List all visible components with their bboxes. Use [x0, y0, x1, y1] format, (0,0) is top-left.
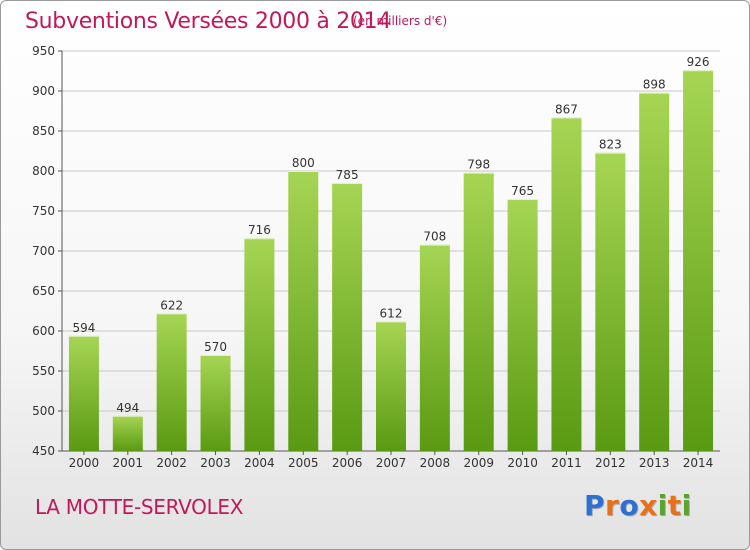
y-tick-label: 650	[32, 284, 55, 298]
bar-2014	[683, 70, 714, 451]
x-tick-label: 2011	[551, 456, 582, 470]
logo-letter: o	[619, 489, 640, 522]
data-label: 494	[116, 401, 139, 415]
commune-name: LA MOTTE-SERVOLEX	[35, 495, 244, 519]
bar-2003	[200, 355, 231, 451]
bar-2011	[551, 117, 582, 452]
chart-subtitle: (en milliers d'€)	[353, 14, 448, 28]
data-label: 708	[423, 230, 446, 244]
data-label: 716	[248, 223, 271, 237]
data-label: 798	[467, 158, 490, 172]
bar-2001	[112, 415, 143, 451]
logo-letter: i	[681, 489, 692, 522]
y-tick-label: 800	[32, 164, 55, 178]
data-label: 823	[599, 138, 622, 152]
x-tick-label: 2002	[156, 456, 187, 470]
y-tick-label: 700	[32, 244, 55, 258]
y-tick-label: 900	[32, 84, 55, 98]
x-tick-label: 2007	[376, 456, 407, 470]
x-tick-label: 2014	[683, 456, 714, 470]
bar-2006	[332, 183, 363, 451]
x-tick-label: 2005	[288, 456, 319, 470]
logo-letter: t	[667, 489, 682, 522]
x-tick-label: 2006	[332, 456, 363, 470]
bar-2002	[156, 313, 187, 451]
logo-letter: i	[657, 489, 668, 522]
x-tick-label: 2003	[200, 456, 231, 470]
labels: 450 500 550 600 650 700 750 800 850 900 950 594 2000…	[32, 44, 713, 470]
bar-2009	[463, 172, 494, 451]
x-tick-label: 2013	[639, 456, 670, 470]
y-tick-label: 850	[32, 124, 55, 138]
x-tick-label: 2008	[420, 456, 451, 470]
logo-letter: P	[584, 489, 606, 522]
y-tick-label: 550	[32, 364, 55, 378]
data-label: 898	[643, 78, 666, 92]
y-tick-label: 500	[32, 404, 55, 418]
x-tick-label: 2001	[113, 456, 144, 470]
bar-2007	[376, 321, 406, 451]
y-tick-label: 950	[32, 44, 55, 58]
proxiti-logo: Proxiti	[584, 489, 692, 522]
data-label: 765	[511, 184, 534, 198]
bar-2012	[595, 152, 626, 451]
data-label: 594	[72, 321, 95, 335]
chart-title: Subventions Versées 2000 à 2014	[25, 9, 392, 34]
logo-letter: x	[639, 489, 658, 522]
bar-2004	[244, 238, 275, 451]
bar-2000	[68, 335, 99, 451]
data-label: 570	[204, 340, 227, 354]
bar-2010	[507, 199, 538, 451]
y-tick-label: 600	[32, 324, 55, 338]
x-tick-label: 2010	[507, 456, 538, 470]
data-label: 926	[687, 55, 710, 69]
data-label: 612	[380, 306, 403, 320]
bar-2005	[288, 171, 319, 451]
x-tick-label: 2009	[463, 456, 494, 470]
data-label: 867	[555, 102, 578, 116]
bar-2013	[639, 92, 670, 451]
data-label: 622	[160, 298, 183, 312]
x-tick-label: 2012	[595, 456, 626, 470]
data-label: 785	[336, 168, 359, 182]
y-tick-label: 450	[32, 444, 55, 458]
y-tick-label: 750	[32, 204, 55, 218]
bars	[68, 70, 714, 452]
bar-2008	[419, 244, 450, 451]
data-label: 800	[292, 156, 315, 170]
x-tick-label: 2000	[69, 456, 100, 470]
x-tick-label: 2004	[244, 456, 275, 470]
logo-letter: r	[605, 489, 620, 522]
